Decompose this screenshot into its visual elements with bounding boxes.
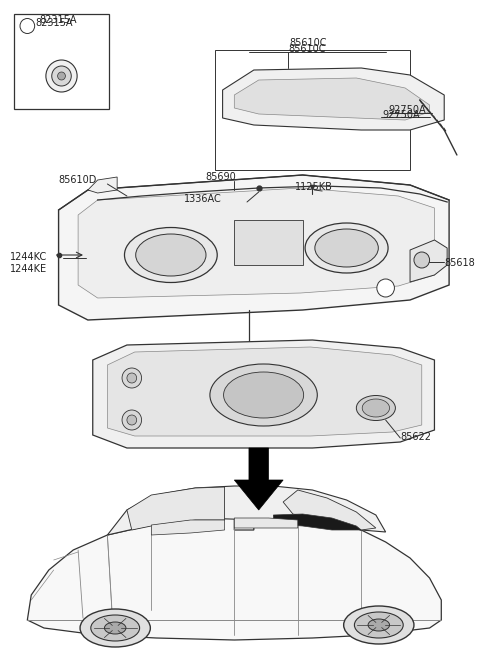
Text: 82315A: 82315A	[39, 15, 76, 25]
Circle shape	[122, 368, 142, 388]
Ellipse shape	[344, 606, 414, 644]
Ellipse shape	[136, 234, 206, 276]
Polygon shape	[108, 486, 385, 535]
Text: 82315A: 82315A	[35, 18, 72, 28]
Text: 85622: 85622	[400, 432, 432, 442]
Bar	[234, 220, 303, 265]
Ellipse shape	[356, 396, 396, 421]
Text: 85610D: 85610D	[59, 175, 97, 185]
Circle shape	[377, 279, 395, 297]
Circle shape	[58, 72, 65, 80]
Polygon shape	[234, 518, 298, 528]
Polygon shape	[127, 487, 225, 530]
Polygon shape	[410, 240, 447, 282]
Polygon shape	[223, 68, 444, 130]
Text: a: a	[25, 22, 30, 31]
Circle shape	[127, 373, 137, 383]
Ellipse shape	[368, 619, 390, 631]
Circle shape	[414, 252, 430, 268]
Ellipse shape	[91, 615, 140, 641]
Ellipse shape	[315, 229, 378, 267]
Polygon shape	[59, 175, 449, 320]
Polygon shape	[93, 340, 434, 448]
Text: 1125KB: 1125KB	[295, 182, 333, 192]
Text: 85610C: 85610C	[288, 44, 325, 54]
Ellipse shape	[305, 223, 388, 273]
Text: 1336AC: 1336AC	[183, 194, 221, 204]
Polygon shape	[234, 448, 283, 510]
Ellipse shape	[362, 399, 390, 417]
Bar	[215, 50, 410, 170]
Polygon shape	[283, 490, 376, 530]
Text: 85610C: 85610C	[289, 38, 326, 48]
Polygon shape	[27, 518, 441, 640]
Polygon shape	[274, 514, 361, 530]
Polygon shape	[88, 177, 117, 193]
Circle shape	[20, 18, 35, 33]
Polygon shape	[234, 78, 430, 120]
Text: 1244KE: 1244KE	[10, 264, 47, 274]
Ellipse shape	[105, 622, 126, 634]
Polygon shape	[78, 188, 434, 298]
Circle shape	[127, 415, 137, 425]
Polygon shape	[151, 520, 225, 535]
Text: 92750A: 92750A	[383, 110, 420, 120]
Text: 85690: 85690	[205, 172, 236, 182]
Text: 92750A: 92750A	[389, 105, 426, 115]
Circle shape	[46, 60, 77, 92]
Text: a: a	[383, 284, 388, 293]
Bar	[13, 14, 109, 109]
Polygon shape	[108, 347, 422, 436]
Text: 1244KC: 1244KC	[10, 252, 47, 262]
Ellipse shape	[210, 364, 317, 426]
Ellipse shape	[354, 612, 403, 638]
Text: 85618: 85618	[444, 258, 475, 268]
Ellipse shape	[224, 372, 304, 418]
Circle shape	[52, 66, 71, 86]
Ellipse shape	[80, 609, 150, 647]
Circle shape	[122, 410, 142, 430]
Ellipse shape	[124, 227, 217, 282]
